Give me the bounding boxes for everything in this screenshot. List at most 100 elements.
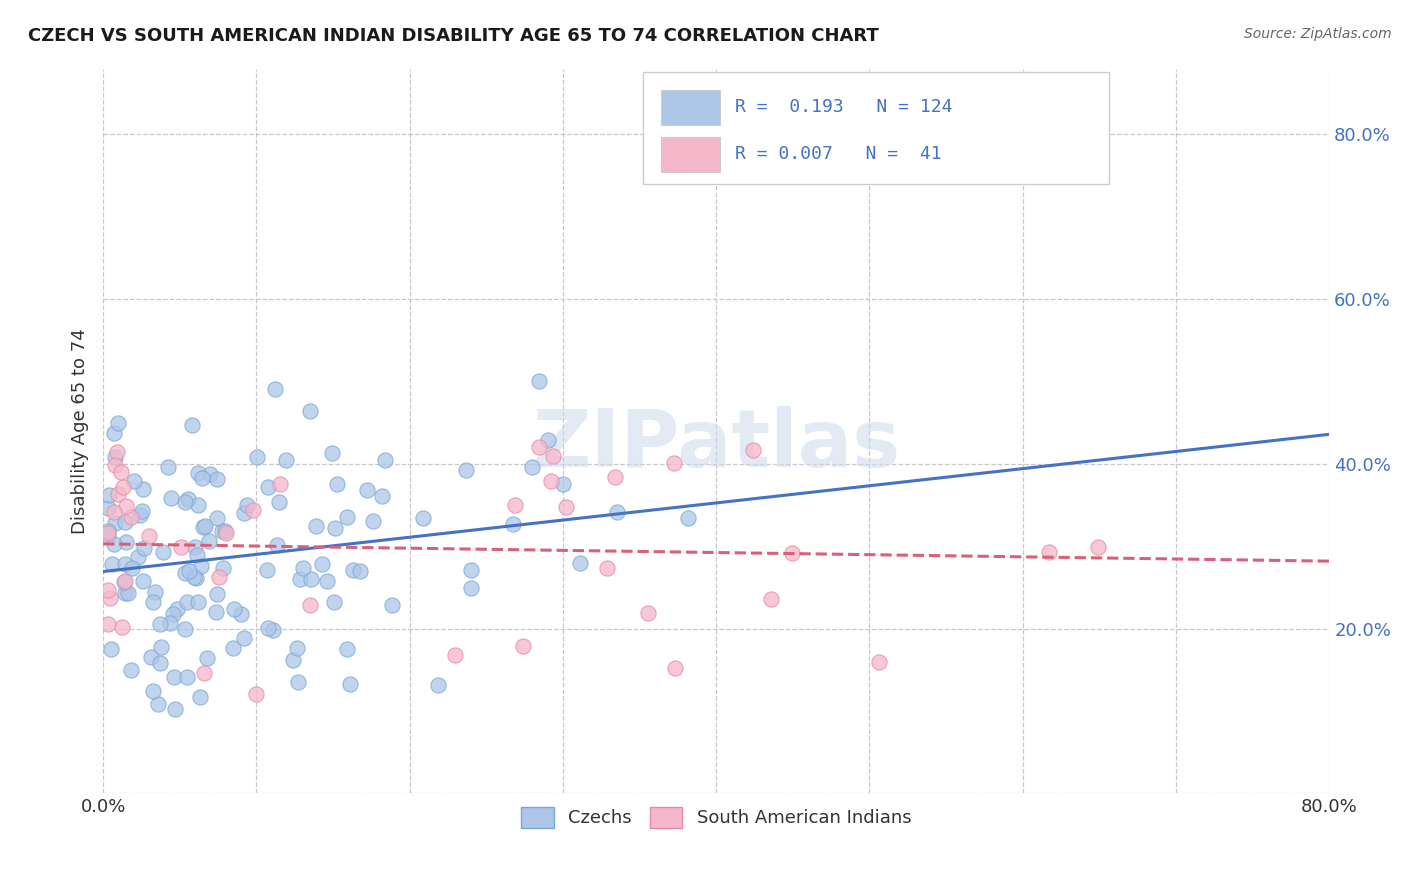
Point xyxy=(142,684,165,698)
Point xyxy=(190,559,212,574)
Point xyxy=(205,510,228,524)
Point xyxy=(342,563,364,577)
Point xyxy=(269,494,291,508)
Point xyxy=(664,456,686,470)
Point xyxy=(208,570,231,584)
Point xyxy=(112,575,135,590)
Point xyxy=(194,519,217,533)
FancyBboxPatch shape xyxy=(643,72,1108,185)
Point xyxy=(1038,545,1060,559)
Point xyxy=(229,607,252,621)
Point xyxy=(107,417,129,431)
Point xyxy=(242,503,264,517)
Point xyxy=(555,500,578,514)
Point xyxy=(97,524,120,538)
Point xyxy=(174,495,197,509)
Point xyxy=(299,404,322,418)
Point xyxy=(187,499,209,513)
Point xyxy=(269,476,291,491)
Point xyxy=(1087,540,1109,554)
Point xyxy=(195,651,218,665)
Point xyxy=(305,519,328,533)
Point xyxy=(285,640,308,655)
Point xyxy=(336,510,359,524)
Point xyxy=(183,570,205,584)
Point xyxy=(184,571,207,585)
Point xyxy=(111,480,134,494)
Point xyxy=(184,540,207,554)
Point xyxy=(100,642,122,657)
Point xyxy=(323,595,346,609)
Text: R = 0.007   N =  41: R = 0.007 N = 41 xyxy=(734,145,941,163)
Point xyxy=(114,586,136,600)
Point xyxy=(173,566,195,580)
Point xyxy=(191,520,214,534)
Text: Source: ZipAtlas.com: Source: ZipAtlas.com xyxy=(1244,27,1392,41)
Point xyxy=(114,574,136,588)
Point xyxy=(316,574,339,589)
Point xyxy=(232,506,254,520)
Point xyxy=(356,483,378,498)
Point xyxy=(606,505,628,519)
Point xyxy=(120,663,142,677)
Point xyxy=(138,529,160,543)
Point xyxy=(114,535,136,549)
Point xyxy=(460,581,482,595)
Point xyxy=(163,702,186,716)
Point xyxy=(134,541,156,556)
Point xyxy=(605,469,627,483)
Point xyxy=(191,471,214,485)
Point xyxy=(131,504,153,518)
Point xyxy=(299,573,322,587)
Point xyxy=(256,562,278,576)
Point xyxy=(166,602,188,616)
Point xyxy=(222,640,245,655)
Point xyxy=(97,529,120,543)
Point xyxy=(664,661,686,675)
Point xyxy=(311,558,333,572)
Legend: Czechs, South American Indians: Czechs, South American Indians xyxy=(513,800,918,835)
Point xyxy=(114,557,136,571)
Point xyxy=(257,480,280,494)
Point xyxy=(105,445,128,459)
Point xyxy=(104,450,127,464)
Point xyxy=(520,459,543,474)
Point xyxy=(114,500,136,514)
Point xyxy=(101,557,124,571)
Point xyxy=(103,505,125,519)
Point xyxy=(443,648,465,662)
Point xyxy=(163,670,186,684)
Point xyxy=(374,452,396,467)
Point xyxy=(287,674,309,689)
Point xyxy=(198,467,221,481)
Point xyxy=(456,463,478,477)
Point xyxy=(298,598,321,612)
Point xyxy=(205,605,228,619)
Point xyxy=(596,561,619,575)
Point xyxy=(159,616,181,631)
Point xyxy=(262,623,284,637)
Point xyxy=(139,649,162,664)
Point xyxy=(170,541,193,555)
Point xyxy=(174,623,197,637)
Point xyxy=(186,549,208,563)
Point xyxy=(543,449,565,463)
Point xyxy=(176,670,198,684)
Point xyxy=(281,653,304,667)
Point xyxy=(291,561,314,575)
Point xyxy=(205,587,228,601)
Point xyxy=(156,459,179,474)
Point xyxy=(214,524,236,539)
Point xyxy=(132,482,155,496)
Point xyxy=(143,584,166,599)
Point xyxy=(129,508,152,522)
Point xyxy=(211,561,233,575)
FancyBboxPatch shape xyxy=(661,90,720,125)
Point xyxy=(246,450,269,464)
Point xyxy=(264,382,287,396)
Point xyxy=(97,582,120,597)
Point xyxy=(97,525,120,540)
Point xyxy=(114,516,136,530)
Point xyxy=(780,546,803,560)
Point xyxy=(527,440,550,454)
